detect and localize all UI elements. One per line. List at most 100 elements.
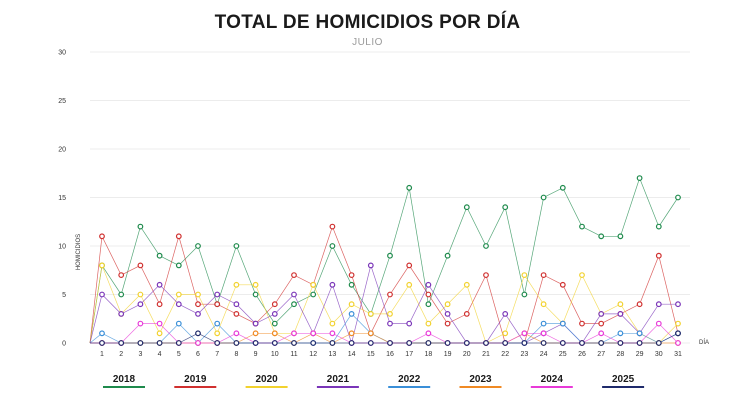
data-point [521, 340, 528, 346]
chart-title: TOTAL DE HOMICIDIOS POR DÍA [214, 12, 521, 33]
data-point [348, 340, 355, 346]
data-point [329, 223, 336, 230]
data-point [675, 330, 681, 337]
y-tick-label: 10 [58, 244, 66, 251]
data-point [233, 301, 240, 308]
x-tick-label: 12 [309, 351, 317, 358]
data-point [540, 340, 547, 346]
data-point [425, 301, 432, 308]
x-tick-label: 28 [617, 351, 625, 358]
data-point [425, 330, 432, 337]
data-point [655, 320, 662, 327]
data-point [310, 330, 317, 337]
data-point [502, 330, 509, 337]
data-point [252, 291, 259, 298]
grid [90, 51, 690, 344]
series-2018 [89, 175, 681, 344]
data-point [521, 291, 528, 298]
data-point [252, 330, 259, 337]
x-tick-label: 4 [158, 351, 162, 358]
data-point [521, 330, 528, 337]
data-point [271, 340, 278, 346]
x-tick-label: 26 [578, 351, 586, 358]
y-tick-label: 25 [58, 98, 66, 105]
data-point [463, 281, 470, 288]
legend-item-2019: 2019 [174, 374, 217, 388]
data-point [195, 340, 201, 346]
x-tick-label: 5 [177, 351, 181, 358]
x-tick-label: 30 [655, 351, 663, 358]
y-tick-label: 0 [62, 341, 66, 348]
data-point [636, 301, 643, 308]
data-point [156, 320, 163, 327]
data-point [387, 340, 393, 346]
data-point [559, 281, 566, 288]
data-point [118, 272, 125, 279]
data-point [175, 233, 182, 240]
data-point [175, 340, 182, 346]
data-point [291, 330, 297, 337]
legend-label: 2021 [327, 374, 350, 385]
legend-label: 2023 [469, 374, 492, 385]
data-point [655, 340, 662, 346]
data-point [175, 320, 182, 327]
data-point [329, 320, 336, 327]
data-point [175, 262, 182, 269]
legend-item-2023: 2023 [459, 374, 502, 388]
data-point [636, 175, 643, 182]
data-point [406, 320, 413, 327]
data-point [291, 340, 297, 346]
x-tick-label: 2 [119, 351, 123, 358]
data-point [99, 330, 105, 337]
data-point [463, 204, 470, 211]
data-point [655, 252, 662, 259]
data-point [579, 340, 585, 346]
y-axis-ticks: 0 5 10 15 20 25 30 [58, 50, 66, 348]
data-point [310, 291, 317, 298]
data-point [444, 340, 451, 346]
data-point [99, 233, 105, 240]
data-point [483, 340, 489, 346]
data-point [214, 320, 221, 327]
series-2019 [89, 223, 681, 346]
series-line [90, 332, 679, 344]
data-point [502, 204, 509, 211]
data-point [137, 291, 144, 298]
data-point [233, 340, 240, 346]
data-point [617, 330, 624, 337]
data-point [636, 340, 643, 346]
x-axis-label: DÍA [699, 339, 709, 346]
data-point [118, 340, 125, 346]
data-point [617, 311, 624, 317]
data-point [425, 291, 432, 298]
data-point [214, 330, 221, 337]
x-tick-label: 25 [559, 351, 567, 358]
data-point [118, 291, 125, 298]
data-point [233, 330, 240, 337]
data-point [675, 320, 681, 327]
x-tick-label: 18 [425, 351, 433, 358]
data-point [502, 340, 509, 346]
data-point [195, 330, 201, 337]
y-tick-label: 20 [58, 147, 66, 154]
data-point [636, 330, 643, 337]
x-axis-ticks: 1 2 3 4 5 6 7 8 9 10 11 12 13 14 15 16 17 18 19 20 21 22 23 24 2… [100, 351, 682, 358]
data-point [137, 223, 144, 230]
x-tick-label: 17 [405, 351, 413, 358]
data-point [348, 311, 355, 317]
data-point [387, 291, 393, 298]
data-point [675, 301, 681, 308]
data-point [329, 330, 336, 337]
data-point [233, 281, 240, 288]
legend: 2018 2019 2020 2021 2022 2023 2024 2025 [103, 374, 645, 388]
x-tick-label: 7 [215, 351, 219, 358]
data-point [329, 340, 336, 346]
data-point [348, 301, 355, 308]
x-tick-label: 20 [463, 351, 471, 358]
data-point [214, 291, 221, 298]
data-point [195, 311, 201, 317]
legend-item-2024: 2024 [530, 374, 573, 388]
data-point [118, 311, 125, 317]
series-line [89, 313, 679, 344]
